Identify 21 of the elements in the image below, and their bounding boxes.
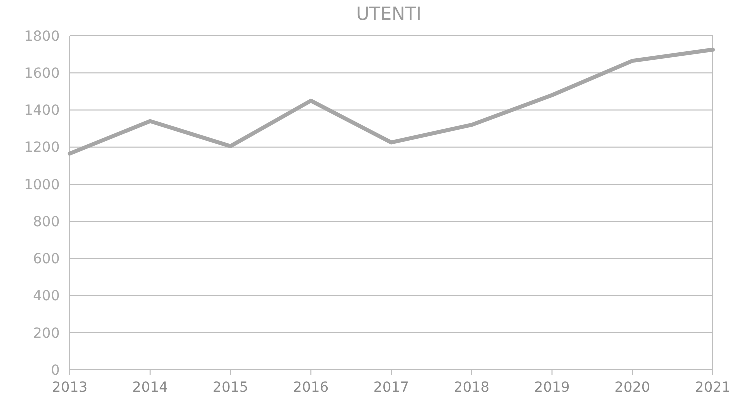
- y-tick-label: 1600: [24, 66, 60, 82]
- chart-title: UTENTI: [356, 4, 422, 25]
- x-tick-label: 2017: [374, 380, 410, 396]
- y-tick-label: 1800: [24, 28, 60, 45]
- y-tick-label: 400: [33, 288, 60, 305]
- y-tick-label: 1000: [24, 177, 60, 194]
- x-tick-label: 2014: [132, 380, 168, 396]
- x-tick-label: 2016: [293, 380, 330, 396]
- x-tick-label: 2015: [212, 380, 249, 396]
- y-tick-label: 0: [51, 362, 60, 379]
- y-tick-label: 200: [33, 326, 60, 342]
- line-series: [68, 48, 715, 156]
- x-tick-label: 2020: [614, 380, 650, 396]
- y-tick-label: 1200: [24, 140, 60, 156]
- x-tick-label: 2019: [534, 380, 570, 396]
- x-tick-label: 2013: [52, 380, 88, 396]
- y-tick-label: 1400: [24, 103, 60, 120]
- x-tick-label: 2021: [695, 380, 731, 396]
- x-tick-label: 2018: [454, 380, 490, 396]
- y-tick-label: 800: [33, 214, 60, 230]
- y-tick-label: 600: [33, 252, 60, 268]
